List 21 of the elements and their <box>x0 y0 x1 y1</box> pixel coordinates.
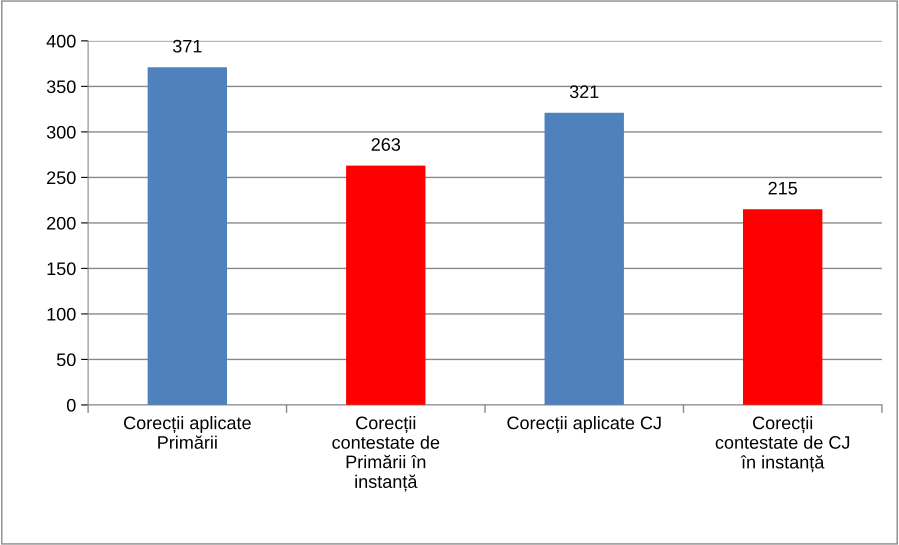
y-tick-label: 0 <box>66 398 76 412</box>
y-tick-label: 350 <box>46 80 76 94</box>
data-label: 371 <box>172 40 202 53</box>
y-tick-label: 50 <box>56 353 76 366</box>
bar <box>346 166 426 405</box>
y-tick-label: 100 <box>48 308 76 321</box>
x-tick-label: Corecții aplicate Primării <box>124 416 251 449</box>
x-tick-label: Corecții contestate de Primării în instanță <box>332 416 440 492</box>
y-tick-label: 400 <box>46 34 76 48</box>
y-tick-label: 300 <box>46 126 76 139</box>
y-tick-label: 200 <box>47 216 76 230</box>
y-tick-label: 250 <box>47 171 76 184</box>
x-tick-label: Corecții contestate de CJ în instanță <box>716 416 850 472</box>
x-tick-label: Corecții aplicate CJ <box>507 416 661 433</box>
data-label: 263 <box>372 138 400 151</box>
data-label: 321 <box>570 85 598 98</box>
y-tick-label: 150 <box>48 262 76 276</box>
data-label: 215 <box>768 182 797 195</box>
bar <box>743 209 822 405</box>
bar <box>544 112 624 405</box>
bar <box>148 67 228 405</box>
